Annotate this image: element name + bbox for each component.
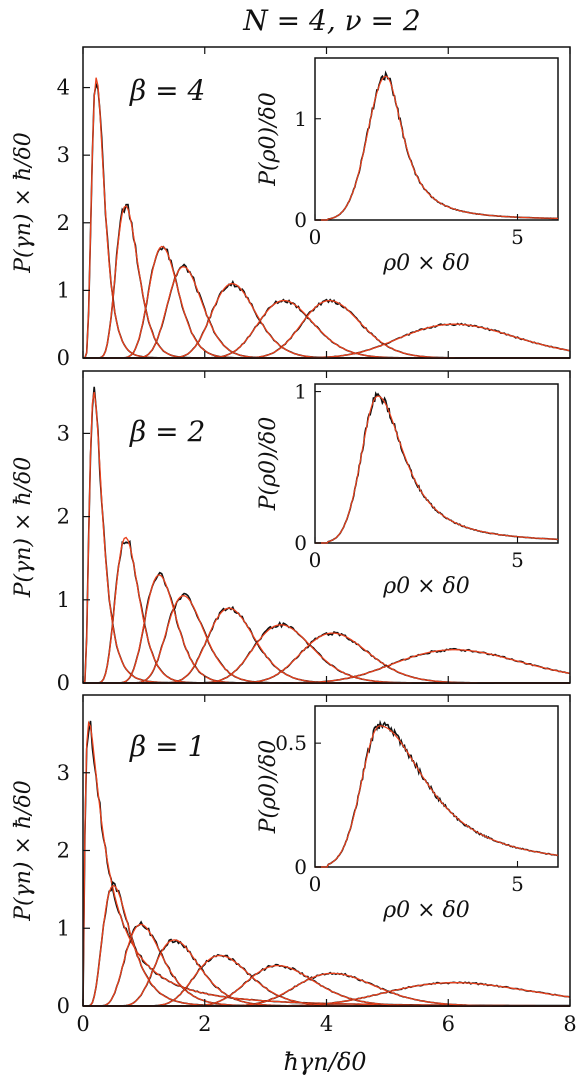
series-2-histogram bbox=[83, 203, 570, 359]
inset-x-tick-label: 5 bbox=[511, 548, 524, 572]
beta-annotation: β = 1 bbox=[129, 730, 205, 763]
y-axis-label: P(γn) × ħ/δ0 bbox=[11, 780, 36, 922]
inset-fit bbox=[315, 725, 559, 868]
inset-y-tick-label: 1 bbox=[294, 380, 307, 404]
inset-fit bbox=[315, 395, 558, 544]
series-6-histogram bbox=[83, 298, 570, 359]
series-7-histogram bbox=[83, 298, 570, 359]
inset-x-tick-label: 0 bbox=[309, 548, 322, 572]
inset-y-tick-label: 1 bbox=[294, 107, 307, 131]
y-axis-label: P(γn) × ħ/δ0 bbox=[11, 457, 36, 599]
series-7-histogram bbox=[83, 631, 570, 684]
panel-top: 0 1 2 3 4 P(γn) × ħ/δ0 β = 4 0 5 0 1 ρ0 × δ0 P(ρ0)/δ… bbox=[11, 46, 571, 370]
series-6-histogram bbox=[83, 621, 570, 684]
inset-middle: 0 5 0 1 ρ0 × δ0 P(ρ0)/δ0 bbox=[256, 380, 559, 599]
inset-bottom: 0 5 0 0.5 ρ0 × δ0 P(ρ0)/δ0 bbox=[256, 705, 559, 923]
inset-x-axis-label: ρ0 × δ0 bbox=[382, 898, 470, 923]
inset-y-tick-label: 0 bbox=[294, 208, 307, 232]
x-tick-label: 6 bbox=[442, 1012, 455, 1036]
inset-x-tick-label: 0 bbox=[309, 225, 322, 249]
inset-x-axis-label: ρ0 × δ0 bbox=[382, 251, 470, 276]
inset-x-tick-label: 5 bbox=[511, 225, 524, 249]
beta-annotation: β = 4 bbox=[129, 74, 205, 107]
y-tick-label: 1 bbox=[57, 278, 70, 302]
figure-x-axis-label: ħγn/δ0 bbox=[283, 1048, 366, 1076]
series-4-histogram bbox=[83, 263, 570, 359]
y-tick-label: 0 bbox=[57, 346, 70, 370]
y-tick-label: 0 bbox=[57, 671, 70, 695]
y-tick-label: 4 bbox=[57, 76, 70, 100]
series-5-fit bbox=[83, 283, 570, 359]
x-tick-label: 4 bbox=[320, 1012, 333, 1036]
series-3-histogram bbox=[83, 571, 570, 684]
y-tick-label: 3 bbox=[57, 421, 70, 445]
inset-x-tick-label: 0 bbox=[309, 872, 322, 896]
inset-y-axis-label: P(ρ0)/δ0 bbox=[256, 417, 281, 512]
series-3-fit bbox=[83, 574, 570, 684]
series-5-histogram bbox=[83, 279, 570, 359]
y-tick-label: 2 bbox=[57, 211, 70, 235]
inset-x-axis-label: ρ0 × δ0 bbox=[382, 574, 470, 599]
series-7-fit bbox=[83, 632, 570, 684]
inset-y-tick-label: 0 bbox=[294, 855, 307, 879]
inset-frame bbox=[314, 383, 559, 544]
series-5-histogram bbox=[83, 605, 570, 684]
inset-frame bbox=[314, 57, 559, 221]
y-tick-label: 2 bbox=[57, 505, 70, 529]
y-axis-label: P(γn) × ħ/δ0 bbox=[11, 132, 36, 274]
series-4-fit bbox=[83, 595, 570, 684]
inset-y-tick-label: 0.5 bbox=[275, 731, 307, 755]
y-tick-label: 2 bbox=[57, 839, 70, 863]
beta-annotation: β = 2 bbox=[129, 415, 205, 448]
series-2-fit bbox=[83, 205, 570, 359]
inset-y-tick-label: 0 bbox=[294, 531, 307, 555]
inset-y-axis-label: P(ρ0)/δ0 bbox=[256, 740, 281, 835]
figure-title: N = 4, ν = 2 bbox=[242, 4, 420, 37]
panel-middle: 0 1 2 3 P(γn) × ħ/δ0 β = 2 0 5 0 1 ρ0 × δ0 P(ρ0)/δ0 bbox=[11, 370, 571, 695]
series-6-fit bbox=[83, 299, 570, 359]
inset-frame bbox=[314, 705, 559, 868]
x-tick-label: 2 bbox=[198, 1012, 211, 1036]
inset-x-tick-label: 5 bbox=[511, 872, 524, 896]
y-tick-label: 0 bbox=[57, 994, 70, 1018]
inset-y-axis-label: P(ρ0)/δ0 bbox=[256, 92, 281, 187]
y-tick-label: 3 bbox=[57, 143, 70, 167]
y-tick-label: 1 bbox=[57, 916, 70, 940]
inset-top: 0 5 0 1 ρ0 × δ0 P(ρ0)/δ0 bbox=[256, 57, 559, 276]
panels: 0 1 2 3 4 P(γn) × ħ/δ0 β = 4 0 5 0 1 ρ0 × δ0 P(ρ0)/δ… bbox=[11, 46, 577, 1036]
series-7-fit bbox=[83, 299, 570, 359]
series-4-histogram bbox=[83, 592, 570, 684]
series-5-fit bbox=[83, 607, 570, 684]
y-tick-label: 1 bbox=[57, 588, 70, 612]
x-tick-label: 8 bbox=[563, 1012, 576, 1036]
y-tick-label: 3 bbox=[57, 761, 70, 785]
x-tick-label: 0 bbox=[76, 1012, 89, 1036]
